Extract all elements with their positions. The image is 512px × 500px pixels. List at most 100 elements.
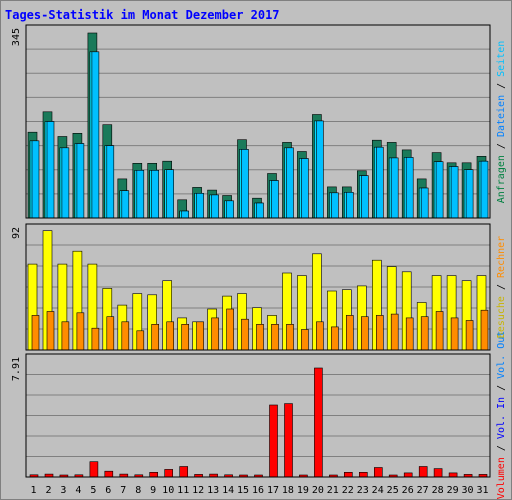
bar-seiten-day-7 <box>121 190 130 219</box>
legend-entry: Rechner <box>496 236 507 278</box>
x-tick-day-2: 2 <box>45 485 51 496</box>
bar-seiten-day-28 <box>435 161 444 219</box>
bar-rechner-day-16 <box>256 323 264 351</box>
bar-volumen-day-17 <box>269 404 278 478</box>
bar-rechner-day-15 <box>241 318 249 351</box>
x-tick-day-12: 12 <box>192 485 204 496</box>
bar-volumen-day-9 <box>149 471 158 478</box>
x-tick-day-25: 25 <box>387 485 399 496</box>
x-tick-day-9: 9 <box>150 485 156 496</box>
bar-rechner-day-12 <box>196 321 204 351</box>
x-tick-day-17: 17 <box>267 485 279 496</box>
bar-seiten-day-6 <box>106 145 115 219</box>
x-tick-day-30: 30 <box>461 485 473 496</box>
x-tick-day-6: 6 <box>105 485 111 496</box>
bar-rechner-day-31 <box>480 309 489 351</box>
x-tick-day-14: 14 <box>222 485 234 496</box>
ymax-label-visits: 92 <box>11 227 22 239</box>
bar-volumen-day-10 <box>164 469 173 478</box>
bar-volumen-day-23 <box>358 471 368 478</box>
ymax-label-requests: 345 <box>11 28 22 46</box>
bar-seiten-day-4 <box>76 143 85 219</box>
bar-volumen-day-20 <box>314 367 323 478</box>
x-tick-day-24: 24 <box>372 485 384 496</box>
bar-seiten-day-3 <box>61 147 70 219</box>
bar-rechner-day-19 <box>301 329 309 351</box>
bar-seiten-day-24 <box>375 146 384 219</box>
bar-rechner-day-23 <box>360 316 369 351</box>
x-tick-day-29: 29 <box>447 485 459 496</box>
bar-rechner-day-26 <box>405 317 414 351</box>
bar-seiten-day-13 <box>211 194 219 219</box>
bar-seiten-day-20 <box>316 120 324 219</box>
bar-seiten-day-5 <box>91 51 100 219</box>
legend-entry: / <box>496 77 507 95</box>
ymax-label-volume: 7.91 <box>11 357 22 381</box>
x-tick-day-11: 11 <box>177 485 189 496</box>
panel-visits-border <box>25 223 491 351</box>
bar-rechner-day-10 <box>166 321 174 351</box>
bar-volumen-day-18 <box>284 403 293 478</box>
legend-requests: Anfragen / Dateien / Seiten <box>496 41 507 204</box>
legend-entry: Volumen <box>496 457 507 499</box>
bar-rechner-day-14 <box>226 308 234 351</box>
bar-rechner-day-25 <box>390 313 399 351</box>
bar-rechner-day-8 <box>136 330 145 351</box>
legend-entry: Vol. In <box>496 397 507 439</box>
bar-seiten-day-31 <box>480 160 489 219</box>
x-tick-day-28: 28 <box>432 485 444 496</box>
bar-rechner-day-1 <box>31 315 40 351</box>
bar-rechner-day-4 <box>76 312 85 351</box>
bar-volumen-day-28 <box>433 468 443 478</box>
bar-seiten-day-29 <box>450 166 459 219</box>
x-tick-day-19: 19 <box>297 485 309 496</box>
bar-volumen-day-6 <box>104 470 114 478</box>
x-tick-day-7: 7 <box>120 485 126 496</box>
bar-seiten-day-25 <box>390 157 399 219</box>
legend-entry: Anfragen <box>496 155 507 203</box>
x-tick-day-13: 13 <box>207 485 219 496</box>
panel-volume-border <box>25 353 491 478</box>
bar-rechner-day-5 <box>91 327 100 351</box>
x-tick-day-16: 16 <box>252 485 264 496</box>
bar-rechner-day-17 <box>271 323 279 351</box>
bar-volumen-day-27 <box>418 466 428 478</box>
bar-rechner-day-18 <box>286 323 294 351</box>
x-tick-day-26: 26 <box>402 485 414 496</box>
bar-volumen-day-24 <box>373 467 383 478</box>
chart-title: Tages-Statistik im Monat Dezember 2017 <box>5 8 280 22</box>
legend-entry: / <box>496 439 507 457</box>
bar-seiten-day-30 <box>465 169 474 219</box>
bar-seiten-day-9 <box>151 170 159 219</box>
x-tick-day-8: 8 <box>135 485 141 496</box>
bar-rechner-day-27 <box>420 316 429 351</box>
bar-seiten-day-11 <box>181 210 189 219</box>
bar-rechner-day-11 <box>181 323 189 351</box>
bar-seiten-day-27 <box>420 187 429 219</box>
bar-rechner-day-6 <box>106 316 115 351</box>
bar-rechner-day-24 <box>375 315 384 351</box>
bar-seiten-day-1 <box>31 140 40 219</box>
legend-entry: / <box>496 278 507 296</box>
legend-visits: Besuche / Rechner <box>496 236 507 338</box>
bar-seiten-day-18 <box>286 147 294 219</box>
bar-seiten-day-23 <box>360 175 369 219</box>
bar-seiten-day-16 <box>256 202 264 219</box>
bar-seiten-day-22 <box>345 192 354 219</box>
bar-rechner-day-2 <box>46 311 55 351</box>
bar-rechner-day-29 <box>450 317 459 351</box>
bar-seiten-day-12 <box>196 193 204 219</box>
bar-seiten-day-2 <box>46 121 55 219</box>
bar-rechner-day-20 <box>316 321 324 351</box>
bar-volumen-day-11 <box>179 466 188 478</box>
bar-volumen-day-5 <box>89 461 99 478</box>
x-tick-day-31: 31 <box>476 485 488 496</box>
bar-seiten-day-17 <box>271 180 279 219</box>
bar-seiten-day-26 <box>405 157 414 219</box>
x-tick-day-1: 1 <box>30 485 36 496</box>
bar-seiten-day-19 <box>301 158 309 219</box>
bar-volumen-day-29 <box>448 472 458 478</box>
x-tick-day-15: 15 <box>237 485 249 496</box>
legend-entry: Vol. Out <box>496 331 507 379</box>
